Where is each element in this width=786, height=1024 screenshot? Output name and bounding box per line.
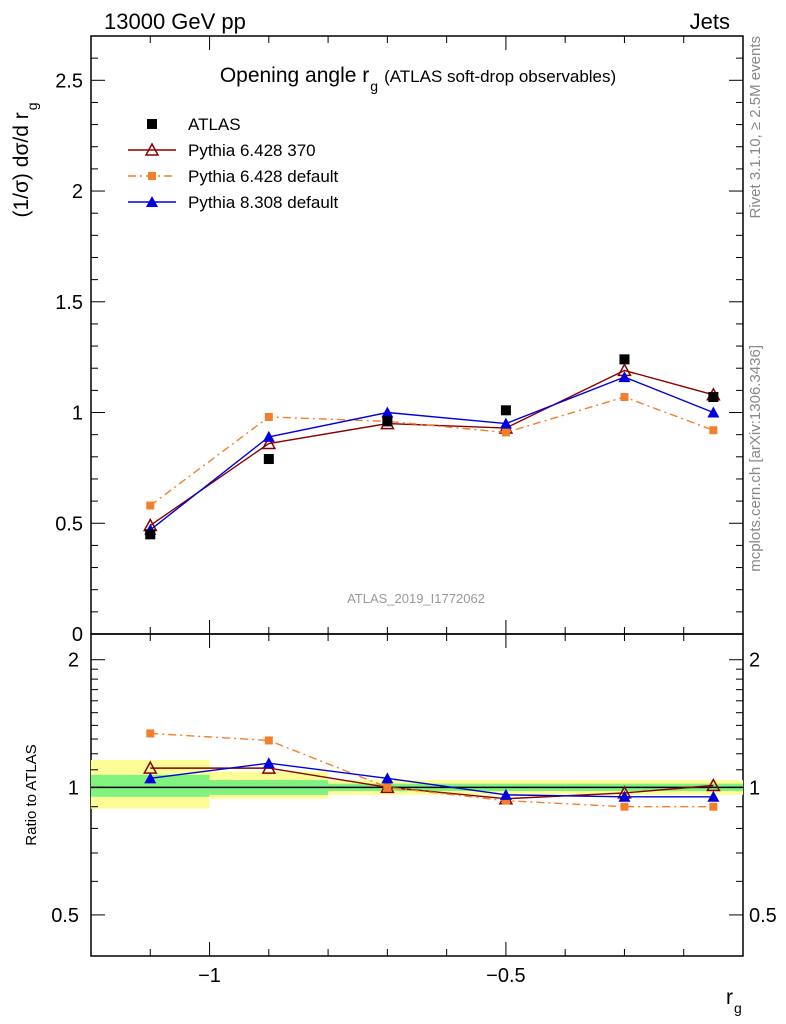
ratio-data-point [620, 802, 629, 811]
legend-entry: Pythia 6.428 default [128, 167, 339, 186]
ratio-y-axis-label: Ratio to ATLAS [23, 744, 40, 845]
main-data-point [262, 430, 275, 442]
ratio-data-point [707, 790, 720, 802]
main-y-tick-label: 1.5 [55, 292, 83, 314]
chart-title-main: Opening angle r [220, 64, 369, 87]
main-series-triangle-open [143, 362, 721, 532]
main-y-axis-label: (1/σ) dσ/d r g [10, 102, 40, 217]
main-data-point [261, 435, 277, 450]
ratio-data-point [144, 772, 157, 784]
legend-entry: Pythia 6.428 370 [128, 141, 316, 160]
main-y-tick-label: 1 [72, 403, 83, 425]
main-data-point [264, 412, 273, 421]
main-data-point [619, 354, 630, 365]
x-axis-label: rg [726, 986, 742, 1016]
ratio-y-tick-label: 1 [68, 777, 79, 799]
ratio-y-tick-label: 0.5 [51, 905, 79, 927]
x-axis-label-text: r [726, 986, 733, 1009]
legend-label: ATLAS [188, 115, 241, 134]
rivet-label: Rivet 3.1.10, ≥ 2.5M events [747, 36, 764, 219]
mcplots-label: mcplots.cern.ch [arXiv:1306.3436] [747, 345, 764, 572]
main-y-tick-label: 0.5 [55, 513, 83, 535]
ratio-y-tick-label-right: 2 [749, 650, 760, 672]
main-series-line [149, 396, 714, 507]
ratio-data-point [262, 757, 275, 769]
ratio-data-point [501, 796, 510, 805]
ratio-y-tick-label: 2 [68, 650, 79, 672]
main-data-point [618, 371, 631, 383]
main-y-axis-label-sub: g [24, 102, 40, 110]
legend-label: Pythia 6.428 370 [188, 141, 316, 160]
ratio-data-point [146, 729, 155, 738]
ratio-stat-uncertainty-band [91, 774, 210, 797]
main-y-axis-label-text: (1/σ) dσ/d r [10, 112, 33, 217]
main-data-point [501, 428, 510, 437]
ratio-series-square-small [146, 729, 718, 811]
ratio-data-point [706, 777, 721, 792]
main-data-point [263, 454, 274, 465]
main-data-point [707, 406, 720, 418]
x-axis-label-sub: g [734, 1000, 742, 1016]
ratio-y-tick-label-right: 1 [749, 777, 760, 799]
ratio-data-point [499, 788, 512, 800]
chart-title-suffix: (ATLAS soft-drop observables) [384, 67, 616, 86]
main-series-triangle-filled [144, 371, 720, 535]
ratio-panel: 0.5 0.5 1 1 2 2 −1 −0.5 [51, 634, 777, 987]
legend: ATLAS Pythia 6.428 370 Pythia 6.428 defaul… [128, 115, 339, 212]
ratio-series-triangle-filled [144, 757, 720, 802]
legend-marker [147, 119, 157, 129]
ratio-series-line [150, 732, 714, 808]
ratio-data-point [618, 790, 631, 802]
main-y-tick-label: 2.5 [55, 70, 83, 92]
main-data-point [500, 405, 511, 416]
main-data-point [145, 529, 156, 540]
chart-title-subscript: g [370, 78, 378, 94]
ratio-data-point [381, 772, 394, 784]
ratio-y-tick-label-right: 0.5 [749, 905, 777, 927]
header-category: Jets [690, 9, 730, 34]
legend-entry: ATLAS [147, 115, 241, 134]
main-data-point [708, 392, 719, 403]
main-data-point [620, 393, 629, 402]
main-panel: 0.5 1 1.5 2 2.5 0 [55, 36, 744, 646]
x-tick-label: −0.5 [486, 965, 525, 987]
main-data-point [709, 426, 718, 435]
legend-marker [148, 172, 156, 180]
main-data-point [382, 416, 393, 427]
legend-marker [146, 196, 158, 207]
main-data-point [381, 406, 394, 418]
legend-marker [144, 142, 160, 156]
main-data-point [499, 417, 512, 429]
ratio-series-line [150, 767, 714, 800]
chart-title: Opening angle rg (ATLAS soft-drop observa… [220, 64, 616, 94]
ratio-data-point [264, 736, 273, 745]
main-series-line [149, 369, 714, 527]
ratio-series-line [150, 762, 714, 798]
main-series-square-small [146, 393, 718, 510]
main-data-point [146, 501, 155, 510]
ratio-data-point [709, 802, 718, 811]
legend-label: Pythia 6.428 default [188, 167, 339, 186]
legend-label: Pythia 8.308 default [188, 193, 339, 212]
main-series-line [149, 376, 714, 531]
header-process: 13000 GeV pp [104, 9, 246, 34]
main-series-square [145, 354, 719, 540]
legend-entry: Pythia 8.308 default [128, 193, 339, 212]
analysis-watermark: ATLAS_2019_I1772062 [347, 591, 485, 606]
x-tick-label: −1 [198, 965, 221, 987]
main-y-tick-label: 2 [72, 181, 83, 203]
main-y-tick-label-zero: 0 [72, 624, 83, 646]
ratio-data-point [383, 783, 392, 792]
